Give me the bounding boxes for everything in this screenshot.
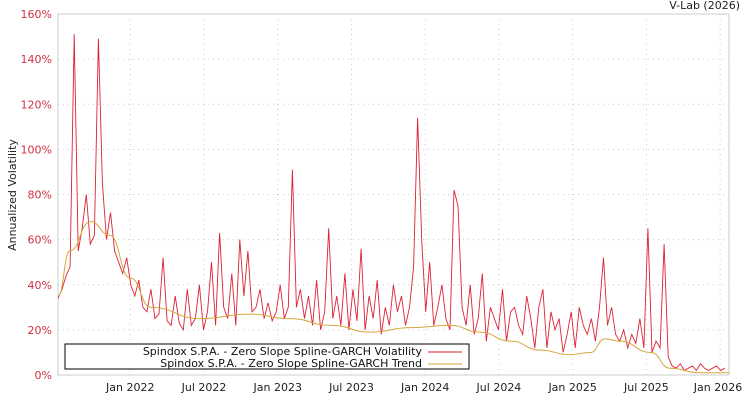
- y-tick-label: 40%: [28, 279, 52, 292]
- legend-label-trend: Spindox S.P.A. - Zero Slope Spline-GARCH…: [160, 357, 422, 370]
- x-tick-label: Jan 2026: [693, 381, 742, 394]
- y-tick-label: 60%: [28, 234, 52, 247]
- x-tick-label: Jul 2024: [476, 381, 522, 394]
- y-tick-label: 160%: [21, 8, 52, 21]
- trend-line: [57, 221, 729, 374]
- y-tick-label: 140%: [21, 53, 52, 66]
- x-tick-label: Jan 2024: [400, 381, 449, 394]
- x-tick-label: Jul 2022: [181, 381, 227, 394]
- credit-label: V-Lab (2026): [669, 0, 740, 12]
- x-tick-label: Jan 2022: [105, 381, 154, 394]
- legend-label-volatility: Spindox S.P.A. - Zero Slope Spline-GARCH…: [143, 345, 423, 358]
- y-tick-label: 80%: [28, 189, 52, 202]
- y-tick-label: 100%: [21, 143, 52, 156]
- y-tick-label: 120%: [21, 98, 52, 111]
- y-axis: 0% 20% 40% 60% 80% 100% 120% 140% 160%: [21, 8, 52, 382]
- x-tick-label: Jan 2023: [253, 381, 302, 394]
- series-lines: [57, 34, 729, 374]
- x-tick-label: Jul 2025: [623, 381, 669, 394]
- legend-box: [64, 343, 470, 370]
- volatility-line: [57, 34, 725, 372]
- plot-frame: [57, 13, 730, 376]
- grid: [58, 14, 729, 375]
- x-tick-label: Jul 2023: [328, 381, 374, 394]
- y-tick-label: 20%: [28, 324, 52, 337]
- y-tick-label: 0%: [35, 369, 52, 382]
- x-axis: Jan 2022 Jul 2022 Jan 2023 Jul 2023 Jan 2024…: [105, 381, 742, 394]
- y-axis-title: Annualized Volatility: [6, 139, 19, 251]
- legend: Spindox S.P.A. - Zero Slope Spline-GARCH…: [64, 343, 470, 370]
- x-tick-label: Jan 2025: [547, 381, 596, 394]
